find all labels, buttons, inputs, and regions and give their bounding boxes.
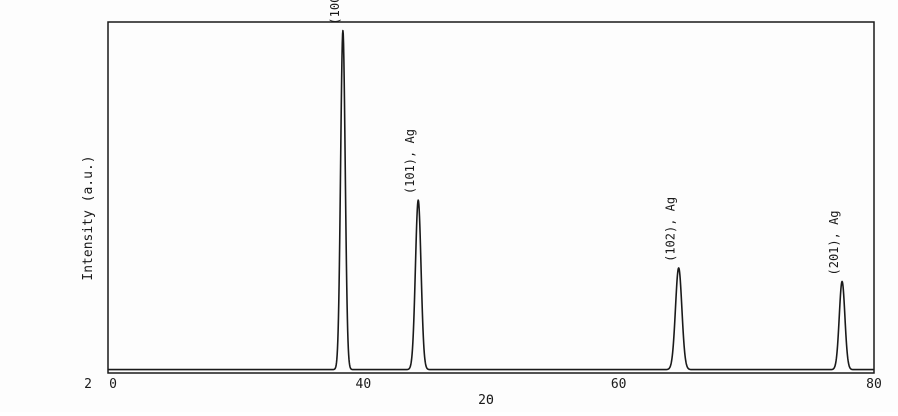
peak-label: (102), Ag bbox=[664, 197, 678, 262]
plot-frame bbox=[107, 21, 875, 374]
y-axis-title: Intensity (a.u.) bbox=[81, 155, 96, 280]
x-tick-label: 0 bbox=[109, 377, 117, 392]
x-axis-title: 2Θ bbox=[478, 393, 494, 408]
peak-labels: (100) Ag (101), Ag (102), Ag (201), Ag bbox=[328, 0, 841, 276]
x-tick-label: 80 bbox=[866, 377, 882, 392]
x-tick-label: 40 bbox=[356, 377, 372, 392]
peak-label: (101), Ag bbox=[403, 129, 417, 194]
peak-label: (201), Ag bbox=[827, 210, 841, 275]
x-ticks: 2 0 40 60 80 bbox=[84, 377, 882, 392]
peak-label: (100) Ag bbox=[328, 0, 342, 25]
x-tick-label: 60 bbox=[611, 377, 627, 392]
diffraction-pattern-line bbox=[107, 29, 875, 371]
x-tick-label: 2 bbox=[84, 377, 92, 392]
